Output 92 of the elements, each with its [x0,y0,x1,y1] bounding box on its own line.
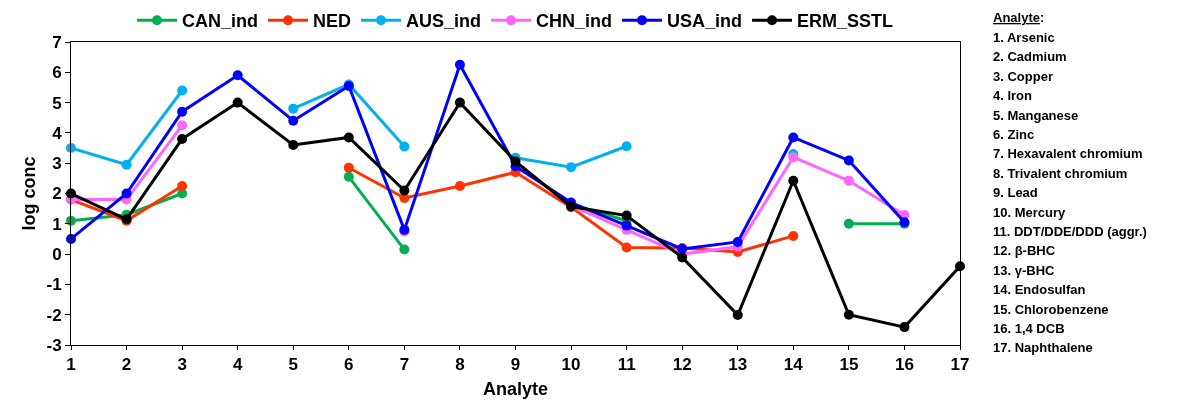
text: Analyte: [993,10,1045,25]
y-axis-title: log conc [18,156,39,231]
point [177,106,188,117]
text: 3. Copper [993,69,1053,84]
legend-label: USA_ind [667,11,743,32]
y-tick-label: 4 [52,123,63,143]
point [399,244,410,255]
x-tick-label: 9 [510,355,521,375]
point [177,85,188,96]
point [621,141,632,152]
x-tick-label: 8 [455,355,465,375]
text: 6. Zinc [993,127,1035,142]
point [177,180,188,191]
legend-label: NED [313,11,352,32]
legend-label: ERM_SSTL [797,11,894,32]
x-axis-title: Analyte [482,378,549,399]
y-tick-label: 0 [52,245,62,265]
point [454,180,465,191]
text: 9. Lead [993,185,1038,200]
x-tick-label: 4 [232,355,243,375]
y-tick-label: 7 [52,32,62,52]
point [66,143,76,154]
y-tick-label: -3 [46,335,62,355]
y-tick-label: -2 [46,305,62,325]
point [288,115,299,126]
point [788,230,799,241]
point [399,185,410,196]
x-tick-label: 5 [288,355,298,375]
text: 11. DDT/DDE/DDD (aggr.) [993,224,1147,239]
y-tick-label: 2 [52,184,62,204]
y-tick-label: 6 [52,63,62,83]
point [177,120,188,131]
text: 17. Naphthalene [993,340,1093,355]
x-tick-label: 6 [344,355,354,375]
point [343,132,354,143]
text: 13. γ-BHC [993,263,1056,278]
point [454,97,465,108]
text: 12. β-BHC [993,243,1056,258]
point [288,103,299,114]
point [843,218,854,229]
x-tick-label: 11 [617,355,636,375]
x-tick-label: 13 [728,355,748,375]
text: 1. Arsenic [993,30,1055,45]
point [732,236,743,247]
text: 15. Chlorobenzene [993,302,1109,317]
point [621,210,632,221]
text: 5. Manganese [993,108,1079,123]
point [232,70,243,81]
x-tick-label: 7 [399,355,410,375]
y-tick-label: -1 [46,275,62,295]
point [899,322,910,333]
point [566,162,577,173]
text: 14. Endosulfan [993,282,1086,297]
x-tick-label: 2 [121,355,132,375]
x-tick-label: 3 [177,355,187,375]
point [732,310,743,320]
text: 4. Iron [993,88,1033,103]
x-tick-label: 17 [950,355,970,375]
text: 10. Mercury [993,205,1067,220]
point [843,175,854,186]
point [232,97,243,108]
legend-label: CAN_ind [182,11,258,32]
point [510,156,521,167]
point [454,59,465,70]
y-tick-label: 5 [52,93,62,113]
point [788,175,799,186]
point [621,220,632,231]
point [343,162,354,173]
text: 7. Hexavalent chromium [993,146,1143,161]
point [288,140,299,151]
point [843,309,854,320]
x-tick-label: 1 [66,355,76,375]
x-tick-label: 14 [783,355,804,375]
legend-label: AUS_ind [406,11,482,32]
point [121,159,132,170]
text: 8. Trivalent chromium [993,166,1128,181]
point [66,233,76,244]
x-tick-label: 16 [894,355,914,375]
point [399,141,410,152]
y-tick-label: 3 [52,154,62,174]
text: 16. 1,4 DCB [993,321,1065,336]
legend-label: CHN_ind [536,11,613,32]
point [177,133,188,144]
x-tick-label: 10 [561,355,581,375]
point [343,171,354,182]
point [621,242,632,253]
x-tick-label: 12 [672,355,692,375]
text: 2. Cadmium [993,49,1067,64]
x-tick-label: 15 [839,355,859,375]
y-tick-label: 1 [52,214,62,234]
point [843,155,854,166]
point [788,132,799,143]
